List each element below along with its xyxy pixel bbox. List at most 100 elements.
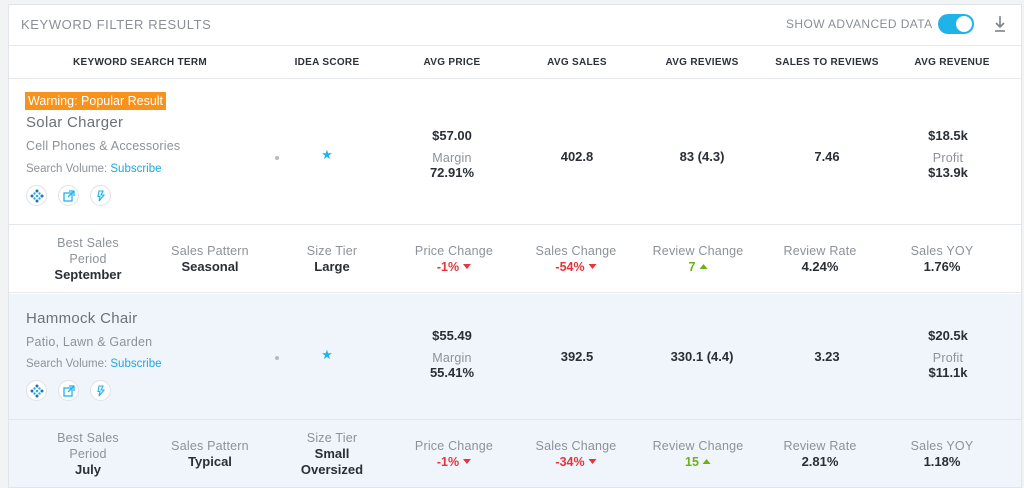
keyword-term[interactable]: Solar Charger: [26, 114, 124, 131]
search-volume-label: Search Volume:: [26, 358, 108, 370]
sales-pattern-label: Sales Pattern: [171, 439, 249, 453]
col-avg-revenue[interactable]: AVG REVENUE: [914, 57, 990, 68]
avg-sales-value: 392.5: [560, 349, 594, 364]
keyword-term[interactable]: Hammock Chair: [26, 310, 138, 327]
sales-to-reviews-value: 3.23: [814, 349, 840, 364]
size-tier-cell: Size Tier Small Oversized: [301, 430, 363, 478]
external-link-icon: [62, 189, 75, 202]
row-details-divider: [9, 419, 1021, 420]
subscribe-link[interactable]: Subscribe: [110, 163, 162, 175]
sales-change-cell: Sales Change -54%: [536, 243, 617, 275]
search-volume-label: Search Volume:: [26, 163, 108, 175]
size-tier-cell: Size Tier Large: [307, 243, 357, 275]
down-arrow-icon: [463, 264, 472, 270]
review-change-cell: Review Change 7: [653, 243, 744, 275]
avg-price-cell: $55.49 Margin 55.41%: [430, 328, 474, 380]
best-sales-period-label-2: Period: [69, 252, 107, 266]
price-change-cell: Price Change -1%: [415, 243, 493, 275]
review-rate-value: 2.81%: [801, 454, 839, 469]
sales-pattern-value: Seasonal: [181, 259, 239, 274]
price-change-label: Price Change: [414, 244, 494, 258]
avg-reviews-value: 330.1 (4.4): [670, 349, 734, 364]
review-rate-label: Review Rate: [783, 439, 857, 453]
download-icon[interactable]: [993, 14, 1007, 34]
avg-revenue-value: $18.5k: [928, 128, 968, 143]
sales-pattern-cell: Sales Pattern Seasonal: [171, 243, 249, 275]
avg-reviews-value: 83 (4.3): [679, 149, 725, 164]
search-volume: Search Volume: Subscribe: [26, 358, 162, 370]
sales-yoy-value: 1.76%: [923, 259, 961, 274]
price-change-label: Price Change: [414, 439, 494, 453]
down-arrow-icon: [588, 459, 597, 465]
margin-label: Margin: [432, 351, 472, 365]
flash-icon-button[interactable]: [90, 380, 111, 401]
keyword-results-panel: KEYWORD FILTER RESULTS SHOW ADVANCED DAT…: [8, 4, 1022, 488]
table-header: KEYWORD SEARCH TERM IDEA SCORE AVG PRICE…: [9, 46, 1021, 79]
margin-value: 55.41%: [429, 365, 475, 380]
network-icon: [30, 189, 43, 202]
advanced-data-toggle[interactable]: [938, 14, 974, 34]
best-sales-period-cell: Best Sales Period September: [54, 235, 121, 283]
avg-revenue-value: $20.5k: [928, 328, 968, 343]
sales-yoy-label: Sales YOY: [910, 439, 974, 453]
search-volume: Search Volume: Subscribe: [26, 163, 162, 175]
best-sales-period-value: September: [54, 267, 122, 282]
col-avg-price[interactable]: AVG PRICE: [423, 57, 481, 68]
advanced-data-label: SHOW ADVANCED DATA: [786, 17, 933, 31]
size-tier-value-line-2: Oversized: [300, 462, 364, 477]
sales-pattern-cell: Sales Pattern Typical: [171, 438, 249, 470]
best-sales-period-label-1: Best Sales: [57, 236, 119, 250]
avg-price-cell: $57.00 Margin 72.91%: [430, 128, 474, 180]
price-change-value: -1%: [436, 455, 460, 469]
review-change-value: 7: [688, 260, 696, 274]
best-sales-period-cell: Best Sales Period July: [57, 430, 119, 478]
network-icon-button[interactable]: [26, 185, 47, 206]
down-arrow-icon: [463, 459, 472, 465]
table-row: Warning: Popular Result Solar Charger Ce…: [9, 80, 1021, 293]
col-idea-score[interactable]: IDEA SCORE: [294, 57, 360, 68]
avg-revenue-cell: $18.5k Profit $13.9k: [928, 128, 968, 180]
down-arrow-icon: [588, 264, 597, 270]
sales-pattern-value: Typical: [188, 454, 232, 469]
review-change-label: Review Change: [652, 439, 744, 453]
sales-to-reviews-value: 7.46: [814, 149, 840, 164]
flash-icon-button[interactable]: [90, 185, 111, 206]
size-tier-value: Small: [314, 446, 350, 461]
sales-yoy-cell: Sales YOY 1.76%: [911, 243, 974, 275]
review-change-label: Review Change: [652, 244, 744, 258]
idea-score-star-icon: ★: [321, 147, 333, 162]
best-sales-period-label-2: Period: [69, 447, 107, 461]
avg-revenue-cell: $20.5k Profit $11.1k: [928, 328, 968, 380]
keyword-category: Cell Phones & Accessories: [26, 139, 181, 153]
review-rate-cell: Review Rate 4.24%: [783, 243, 856, 275]
popular-warning-badge: Warning: Popular Result: [25, 92, 167, 110]
avg-sales-value: 402.8: [560, 149, 594, 164]
price-change-cell: Price Change -1%: [415, 438, 493, 470]
profit-label: Profit: [932, 351, 964, 365]
up-arrow-icon: [702, 459, 711, 465]
idea-score-star-icon: ★: [321, 347, 333, 362]
review-change-value: 15: [685, 455, 699, 469]
col-keyword-search-term[interactable]: KEYWORD SEARCH TERM: [72, 57, 208, 68]
best-sales-period-label-1: Best Sales: [57, 431, 119, 445]
sales-pattern-label: Sales Pattern: [171, 244, 249, 258]
external-link-icon: [62, 384, 75, 397]
avg-price-value: $55.49: [432, 328, 472, 343]
sales-yoy-cell: Sales YOY 1.18%: [911, 438, 974, 470]
col-avg-reviews[interactable]: AVG REVIEWS: [665, 57, 739, 68]
network-icon-button[interactable]: [26, 380, 47, 401]
col-avg-sales[interactable]: AVG SALES: [547, 57, 607, 68]
toggle-knob: [956, 16, 972, 32]
subscribe-link[interactable]: Subscribe: [110, 358, 162, 370]
review-change-cell: Review Change 15: [653, 438, 744, 470]
price-change-value: -1%: [436, 260, 460, 274]
flash-icon: [96, 384, 105, 396]
row-details-divider: [9, 224, 1021, 225]
col-sales-to-reviews[interactable]: SALES TO REVIEWS: [775, 57, 879, 68]
size-tier-value: Large: [314, 259, 350, 274]
external-link-button[interactable]: [58, 185, 79, 206]
external-link-button[interactable]: [58, 380, 79, 401]
sales-yoy-value: 1.18%: [923, 454, 961, 469]
review-rate-label: Review Rate: [783, 244, 857, 258]
size-tier-label: Size Tier: [306, 431, 358, 445]
